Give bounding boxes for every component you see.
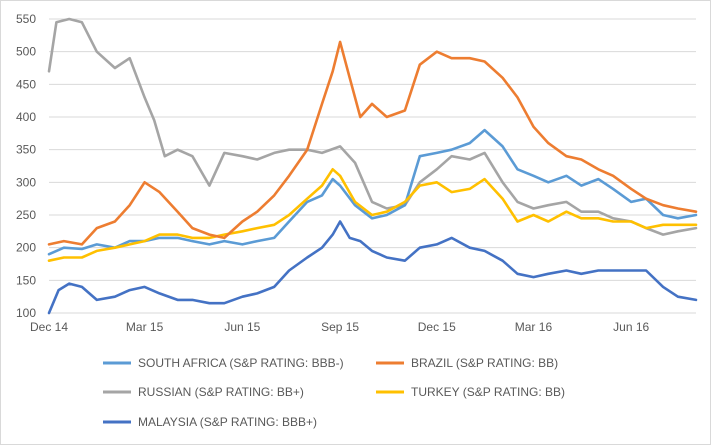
- y-axis-ticks: 100 150 200 250 300 350 400 450 500 550: [16, 12, 36, 320]
- legend-label: BRAZIL (S&P RATING: BB): [411, 356, 558, 370]
- x-tick-label: Sep 15: [321, 320, 359, 334]
- y-tick-label: 400: [16, 110, 36, 124]
- series-line-1: [47, 40, 698, 246]
- y-tick-label: 150: [16, 273, 36, 287]
- x-axis-ticks: Dec 14 Mar 15 Jun 15 Sep 15 Dec 15 Mar 16 Jun …: [30, 320, 650, 334]
- x-tick-label: Dec 14: [30, 320, 68, 334]
- legend-label: MALAYSIA (S&P RATING: BBB+): [138, 415, 317, 429]
- x-tick-label: Dec 15: [418, 320, 456, 334]
- legend-label: RUSSIAN (S&P RATING: BB+): [138, 385, 304, 399]
- series-lines: [47, 17, 698, 315]
- y-tick-label: 100: [16, 306, 36, 320]
- y-tick-label: 250: [16, 208, 36, 222]
- legend-label: SOUTH AFRICA (S&P RATING: BBB-): [138, 356, 344, 370]
- x-tick-label: Jun 15: [224, 320, 260, 334]
- legend-label: TURKEY (S&P RATING: BB): [411, 385, 565, 399]
- series-line-0: [47, 128, 698, 256]
- legend: SOUTH AFRICA (S&P RATING: BBB-) BRAZIL (S…: [103, 356, 565, 429]
- gridlines: [49, 18, 696, 281]
- y-tick-label: 450: [16, 77, 36, 91]
- y-tick-label: 200: [16, 241, 36, 255]
- x-tick-label: Mar 15: [126, 320, 164, 334]
- series-line-3: [47, 168, 698, 262]
- y-tick-label: 350: [16, 143, 36, 157]
- series-line-4: [47, 220, 698, 315]
- series-line-2: [47, 17, 698, 236]
- x-tick-label: Jun 16: [613, 320, 649, 334]
- x-tick-label: Mar 16: [515, 320, 553, 334]
- y-tick-label: 300: [16, 175, 36, 189]
- y-tick-label: 500: [16, 45, 36, 59]
- y-tick-label: 550: [16, 12, 36, 26]
